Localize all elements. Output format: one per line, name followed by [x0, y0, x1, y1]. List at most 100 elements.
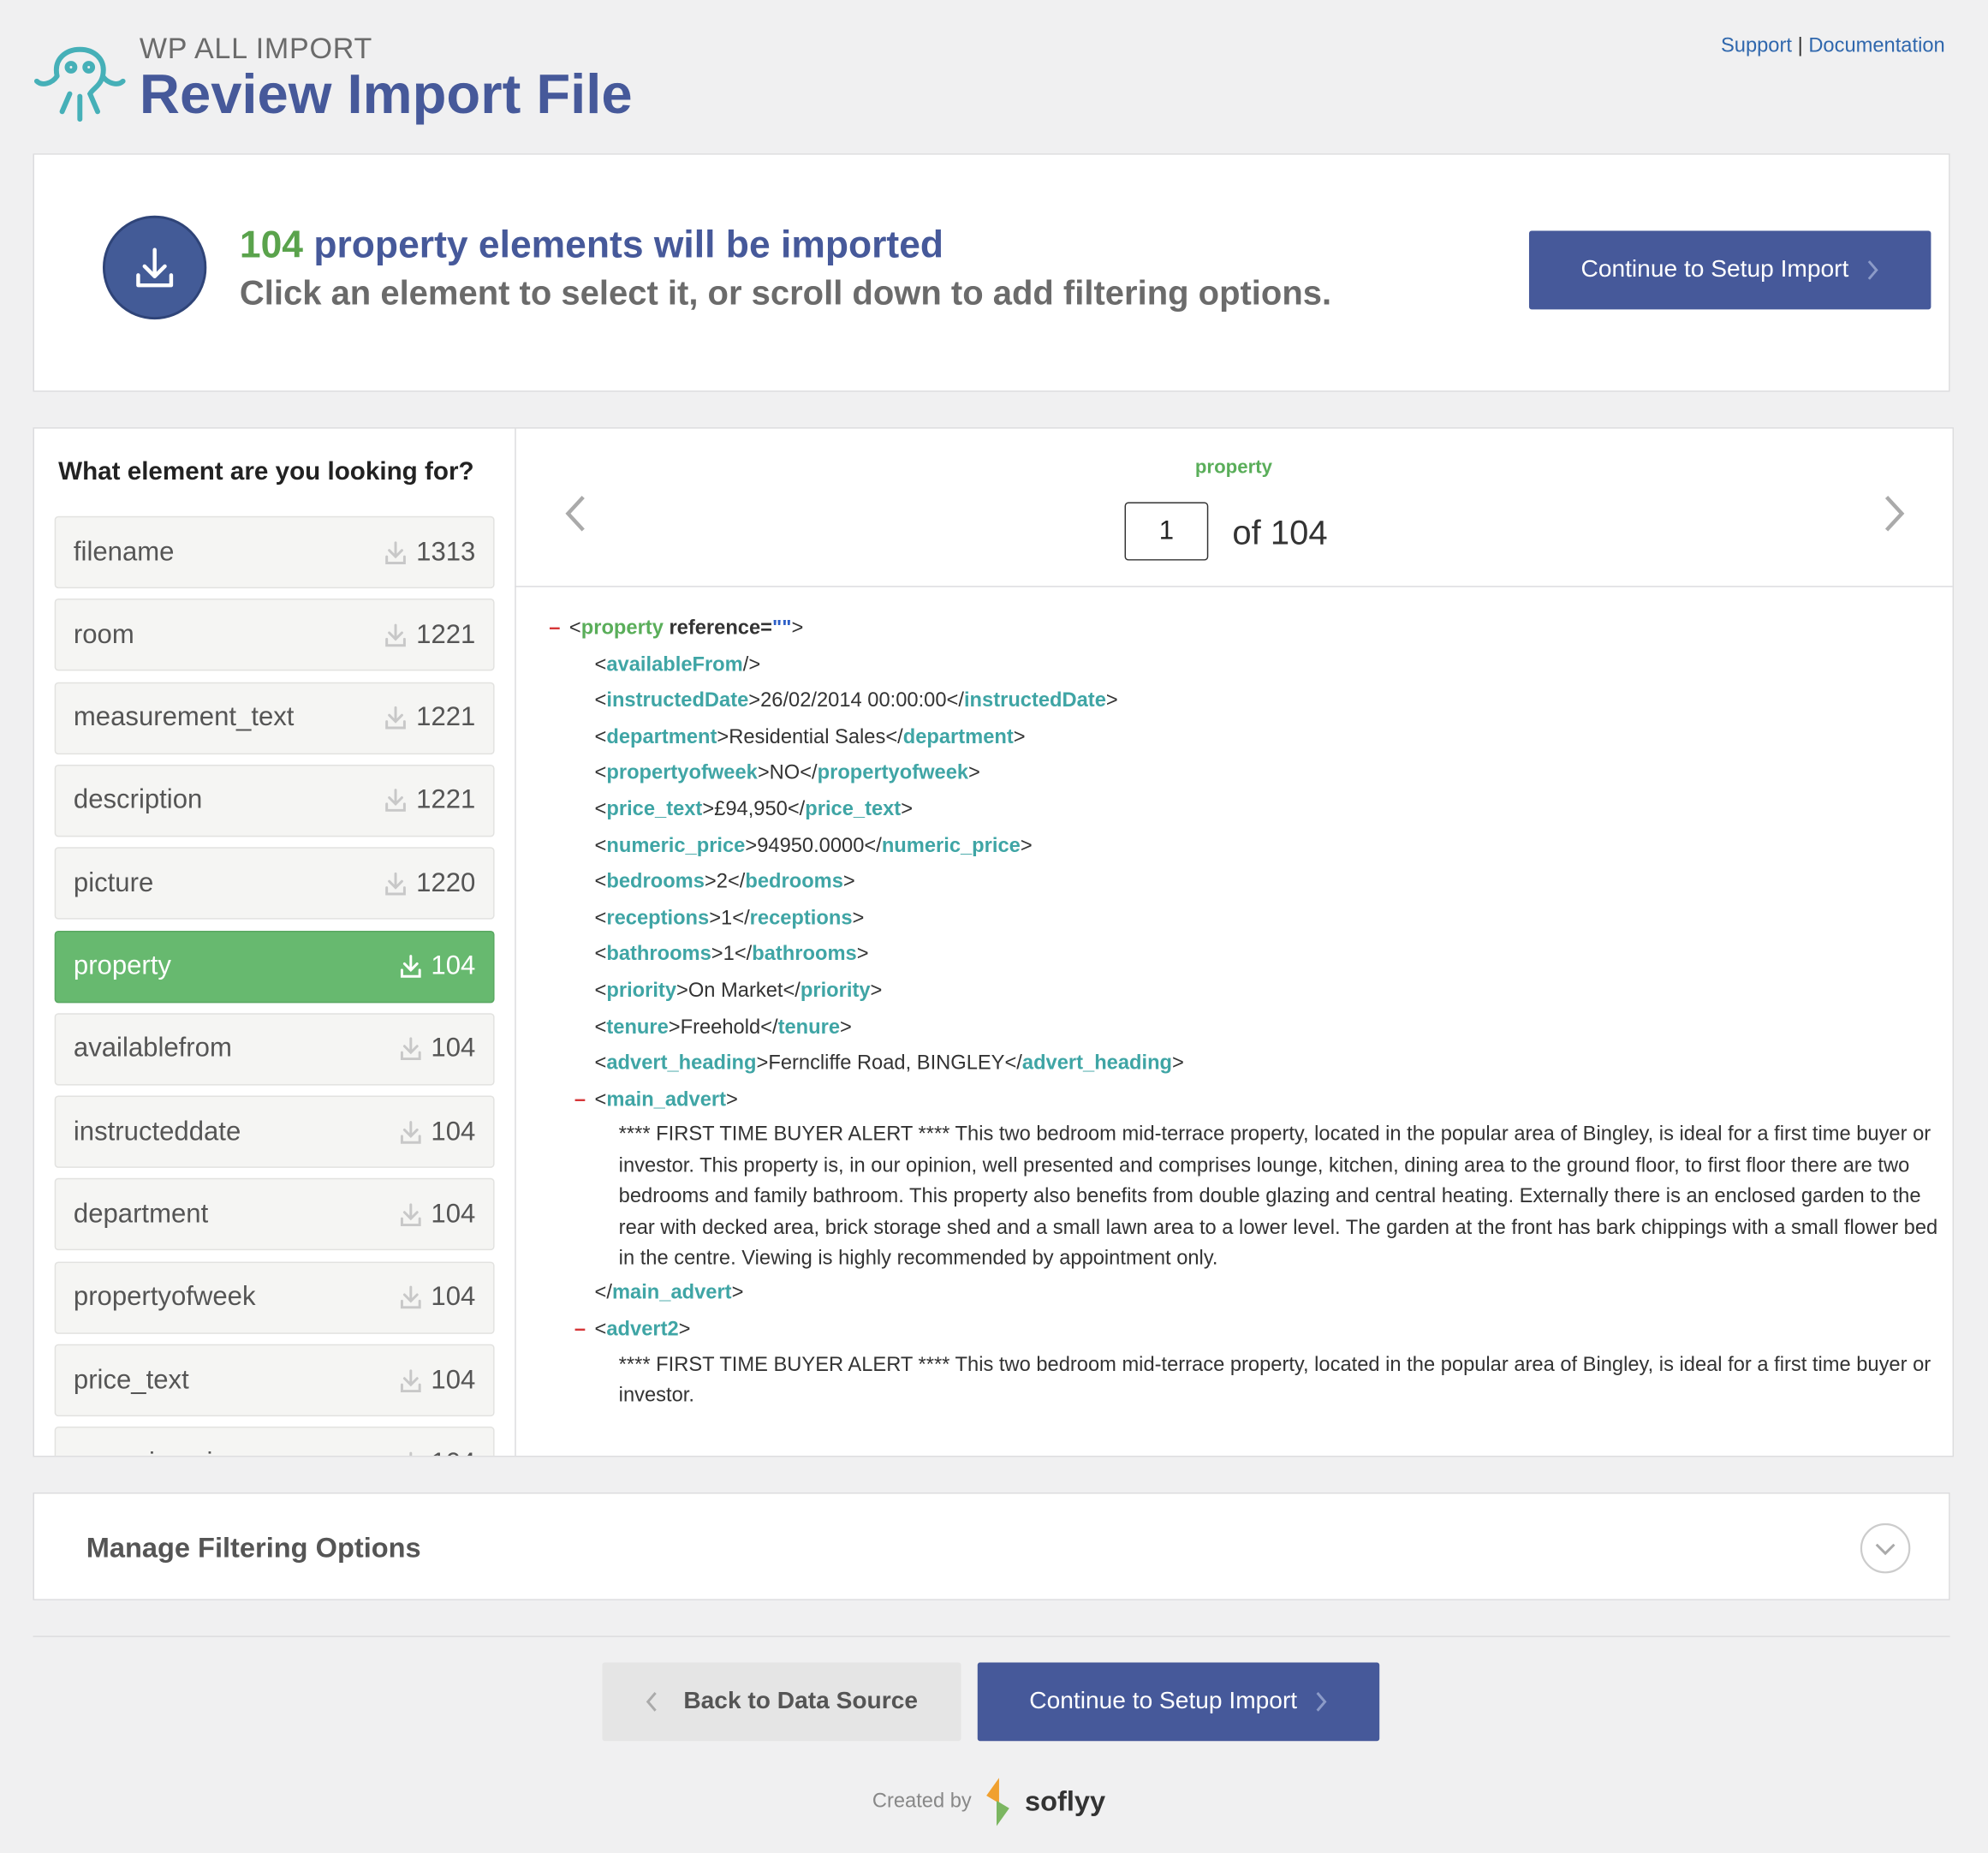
count: 1220 [416, 867, 476, 898]
xml-p: > [676, 980, 688, 1002]
xml-line: <price_text>£94,950</price_text> [595, 799, 913, 822]
link[interactable]: Support [1720, 35, 1792, 57]
collapse-toggle[interactable]: – [574, 1088, 586, 1111]
xml-p: </ [732, 908, 750, 930]
count: 1221 [416, 785, 476, 815]
collapse-toggle[interactable]: – [549, 617, 561, 640]
xml-tag[interactable]: advert2 [606, 1319, 679, 1341]
xml-tag[interactable]: bathrooms [752, 944, 857, 966]
element-item[interactable]: department 104 [54, 1178, 495, 1251]
import-icon [400, 1120, 421, 1144]
continue-button[interactable]: Continue to Setup Import [1528, 230, 1931, 310]
import-icon [385, 789, 407, 813]
continue-button[interactable]: Continue to Setup Import [977, 1662, 1380, 1742]
collapse-toggle[interactable]: – [574, 1319, 586, 1341]
xml-tag[interactable]: main_advert [611, 1282, 732, 1304]
element-item[interactable]: availablefrom 104 [54, 1012, 495, 1086]
count: 104 [431, 950, 476, 980]
button-label: Back to Data Source [683, 1688, 919, 1715]
xml-p: </ [885, 726, 903, 748]
element-item[interactable]: propertyofweek 104 [54, 1261, 495, 1334]
element-name: instructeddate [73, 1117, 241, 1147]
summary-panel: 104 property elements will be imported C… [33, 153, 1950, 392]
xml-line: <priority>On Market</priority> [595, 980, 883, 1004]
xml-v: NO [769, 762, 801, 784]
xml-tag[interactable]: numeric_price [881, 835, 1021, 857]
xml-tag[interactable]: price_text [805, 798, 902, 821]
xml-tag[interactable]: bedrooms [745, 871, 843, 893]
xml-tag[interactable]: receptions [606, 908, 710, 930]
xml-line: <main_advert> [595, 1089, 738, 1112]
xml-tag[interactable]: propertyofweek [606, 762, 758, 784]
main-panel: What element are you looking for? filena… [33, 427, 1955, 1457]
xml-tag[interactable]: availableFrom [606, 653, 743, 676]
xml-p: < [568, 617, 581, 640]
xml-p: > [1020, 835, 1033, 857]
credit: Created by soflyy [872, 1775, 1105, 1828]
element-item[interactable]: price_text 104 [54, 1344, 495, 1417]
element-item[interactable]: filename 1313 [54, 515, 495, 589]
element-item[interactable]: property 104 [54, 930, 495, 1003]
xml-tag[interactable]: department [902, 726, 1014, 748]
xml-tag[interactable]: advert_heading [1021, 1052, 1173, 1075]
xml-str: "" [772, 617, 792, 640]
xml-line: <availableFrom/> [595, 654, 761, 677]
next-arrow[interactable] [1882, 495, 1908, 533]
element-item[interactable]: instructeddate 104 [54, 1095, 495, 1169]
element-item[interactable]: picture 1220 [54, 847, 495, 920]
xml-tag[interactable]: instructedDate [606, 689, 749, 712]
prev-arrow[interactable] [563, 495, 589, 533]
soflyy-brand[interactable]: soflyy [1024, 1785, 1106, 1818]
xml-tag[interactable]: numeric_price [606, 835, 746, 857]
xml-text: **** FIRST TIME BUYER ALERT **** This tw… [618, 1353, 1931, 1407]
xml-v: 1 [721, 908, 733, 930]
xml-root[interactable]: property [580, 617, 664, 640]
expand-toggle[interactable] [1860, 1522, 1911, 1574]
chevron [1316, 1692, 1327, 1712]
xml-p: </ [946, 689, 964, 712]
count: 104 [431, 1282, 476, 1312]
element-count: 1221 [384, 619, 476, 651]
xml-tag[interactable]: bathrooms [606, 944, 711, 966]
xml-tag[interactable]: tenure [777, 1016, 841, 1039]
xml-p: < [594, 944, 607, 966]
xml-tag[interactable]: advert_heading [606, 1052, 757, 1075]
element-name: department [73, 1199, 209, 1229]
xml-tag[interactable]: department [606, 726, 717, 748]
element-name: room [73, 619, 134, 649]
element-item[interactable]: measurement_text 1221 [54, 682, 495, 754]
xml-tag[interactable]: tenure [606, 1016, 669, 1039]
element-item[interactable]: room 1221 [54, 599, 495, 671]
element-item[interactable]: numeric_price 104 [54, 1427, 495, 1457]
xml-p: < [594, 1016, 607, 1039]
xml-v: Ferncliffe Road, BINGLEY [768, 1052, 1005, 1075]
link[interactable]: Documentation [1808, 35, 1945, 57]
xml-tag[interactable]: priority [800, 980, 871, 1002]
xml-p: > [678, 1319, 691, 1341]
xml-tag[interactable]: bedrooms [606, 871, 705, 893]
element-name: property [73, 950, 171, 980]
xml-p: < [594, 653, 607, 676]
xml-line: <receptions>1</receptions> [595, 908, 865, 931]
page-input[interactable]: 1 [1124, 502, 1209, 561]
summary-headline: 104 property elements will be imported [240, 224, 943, 267]
element-count: 1221 [384, 703, 475, 734]
xml-tag[interactable]: main_advert [606, 1088, 726, 1111]
xml-p: > [756, 1052, 769, 1075]
count: 104 [431, 1117, 476, 1147]
xml-p: < [594, 871, 607, 893]
xml-tag[interactable]: receptions [749, 908, 853, 930]
element-count: 1220 [384, 867, 476, 899]
xml-p: > [731, 1282, 744, 1304]
count: 1221 [416, 619, 476, 649]
element-item[interactable]: description 1221 [54, 764, 495, 837]
xml-tag[interactable]: price_text [606, 798, 703, 821]
xml-tag[interactable]: instructedDate [963, 689, 1106, 712]
back-button[interactable]: Back to Data Source [602, 1662, 961, 1742]
xml-tag[interactable]: priority [606, 980, 677, 1002]
xml-line: **** FIRST TIME BUYER ALERT **** This tw… [619, 1350, 1953, 1413]
xml-tag[interactable]: propertyofweek [817, 762, 969, 784]
filtering-panel[interactable]: Manage Filtering Options [33, 1493, 1950, 1600]
xml-v: Freehold [680, 1016, 761, 1039]
